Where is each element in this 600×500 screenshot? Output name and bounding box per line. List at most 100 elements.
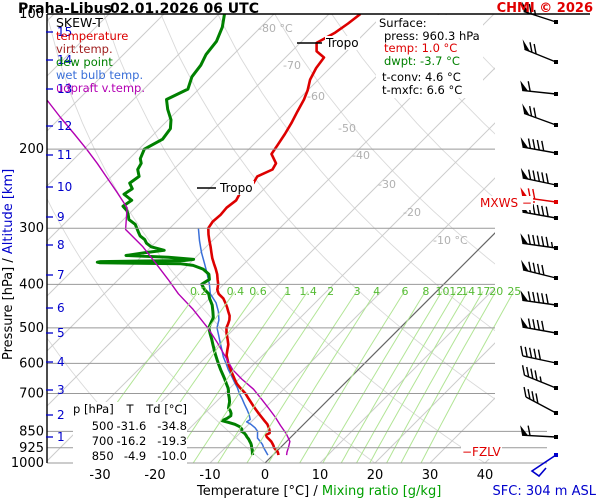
mixing-ratio-line <box>267 291 377 464</box>
isotherm-value-label: -40 <box>352 149 370 162</box>
table-header-p: p [hPa] <box>73 402 114 416</box>
surface-info-title: Surface: <box>379 16 427 30</box>
isotherm-line <box>374 342 495 463</box>
pressure-tick-label: 1000 <box>11 456 44 471</box>
x-axis-tick-label: 20 <box>367 468 384 483</box>
levels-table: p [hPa] T Td [°C] 500 -31.6 -34.8 700 -1… <box>73 402 187 464</box>
altitude-tick-label: 15 <box>57 25 72 39</box>
isotherm-value-label: -80 °C <box>258 22 293 35</box>
mixing-ratio-line <box>322 291 426 464</box>
table-header-td: Td [°C] <box>146 402 187 416</box>
y-axis-label-pressure: Pressure [hPa] / <box>1 254 16 360</box>
mixing-ratio-value-label: 1 <box>284 285 291 298</box>
copyright-label: CHMI © 2026 <box>496 1 593 16</box>
dry-adiabat-line <box>331 14 495 200</box>
x-axis-label: Temperature [°C] / Mixing ratio [g/kg] <box>197 484 441 499</box>
wind-barb <box>521 365 558 390</box>
mixing-ratio-value-label: 25 <box>507 285 521 298</box>
wind-barb <box>520 233 558 250</box>
wind-barb <box>522 103 558 127</box>
zero-isotherm-line <box>264 232 495 463</box>
x-axis-tick-label: -10 <box>199 468 220 483</box>
isotherm-line <box>47 14 440 407</box>
mixing-ratio-value-label: 14 <box>461 285 475 298</box>
mixing-ratio-value-label: 0.4 <box>227 285 245 298</box>
altitude-tick-label: 3 <box>57 383 65 397</box>
isotherm-line <box>47 14 220 187</box>
y-axis-label: Pressure [hPa] / Altitude [km] <box>1 150 16 360</box>
mixing-ratio-line <box>369 291 469 464</box>
mixing-ratio-value-label: 3 <box>354 285 361 298</box>
legend-item-dew-point: dew point <box>56 55 113 69</box>
isotherm-line <box>47 14 275 242</box>
freezing-level-label: −FZLV <box>461 445 502 459</box>
mixing-ratio-line <box>299 291 405 464</box>
legend-item-updraft: udpraft v.temp. <box>56 81 145 95</box>
isotherm-value-label: -60 <box>307 90 325 103</box>
isotherm-line <box>154 122 495 463</box>
tropopause-label-1: Tropo <box>325 36 360 50</box>
dry-adiabat-line <box>274 14 495 265</box>
dry-adiabat-line <box>217 14 495 332</box>
pressure-tick-label: 600 <box>19 356 44 371</box>
wind-barb <box>520 425 558 439</box>
station-name: Praha-Libus <box>18 1 112 17</box>
table-row: 500 -31.6 -34.8 <box>91 419 187 433</box>
dry-adiabat-line <box>160 14 495 400</box>
mixing-ratio-value-label: 6 <box>401 285 408 298</box>
mixing-ratio-line <box>246 291 358 464</box>
altitude-tick-label: 13 <box>57 82 72 96</box>
plot-grid <box>47 14 495 463</box>
wind-barb <box>523 386 558 415</box>
wind-barb <box>530 453 558 478</box>
wet-bulb-temperature-curve <box>197 228 269 456</box>
x-axis-tick-label: 0 <box>261 468 269 483</box>
wind-barb <box>520 290 558 307</box>
pressure-tick-label: 925 <box>19 441 44 456</box>
altitude-tick-label: 5 <box>57 326 65 340</box>
x-axis-tick-label: 30 <box>422 468 439 483</box>
isotherm-line <box>47 14 330 297</box>
y-axis-label-altitude: Altitude [km] <box>1 168 16 255</box>
table-row: 850 -4.9 -10.0 <box>91 449 187 463</box>
updraft-virtual-temperature-curve <box>47 99 291 456</box>
mixing-ratio-value-label: 0.6 <box>249 285 267 298</box>
mixing-ratio-value-label: 0.2 <box>190 285 208 298</box>
altitude-tick-label: 14 <box>57 53 72 67</box>
altitude-tick-label: 8 <box>57 238 65 252</box>
mixing-ratio-value-label: 20 <box>489 285 503 298</box>
mixing-ratio-value-label: 2 <box>327 285 334 298</box>
tropopause-label-2: Tropo <box>219 181 254 195</box>
isotherm-line <box>319 287 495 463</box>
x-axis-tick-label: -30 <box>89 468 110 483</box>
legend-item-temperature: temperature <box>56 29 129 43</box>
x-axis-label-temperature: Temperature [°C] / <box>197 484 318 499</box>
isotherm-value-label: -10 °C <box>433 234 468 247</box>
altitude-tick-label: 6 <box>57 301 65 315</box>
altitude-tick-label: 4 <box>57 355 65 369</box>
mixing-ratio-value-label: 12 <box>449 285 463 298</box>
x-axis-tick-label: 40 <box>477 468 494 483</box>
x-axis-tick-label: -20 <box>144 468 165 483</box>
dew-point-curve <box>95 14 254 456</box>
isotherm-value-label: -30 <box>378 178 396 191</box>
legend-item-wet-bulb: wet bulb temp. <box>56 68 144 82</box>
surface-info-box: Surface: press: 960.3 hPa temp: 1.0 °C d… <box>376 15 483 98</box>
wind-barb <box>520 317 558 335</box>
surface-tmxfc: t-mxfc: 6.6 °C <box>382 82 463 97</box>
pressure-tick-label: 500 <box>19 321 44 336</box>
altitude-tick-label: 9 <box>57 210 65 224</box>
altitude-tick-label: 7 <box>57 268 65 282</box>
altitude-tick-label: 11 <box>57 148 72 162</box>
x-axis-tick-label: 10 <box>312 468 329 483</box>
isotherm-value-label: -20 <box>403 206 421 219</box>
mixing-ratio-value-label: 10 <box>435 285 449 298</box>
pressure-tick-label: 700 <box>19 386 44 401</box>
mixing-ratio-value-label: 17 <box>476 285 490 298</box>
isotherm-line <box>47 14 165 132</box>
altitude-tick-label: 12 <box>57 119 72 133</box>
table-row: 700 -16.2 -19.3 <box>91 434 187 448</box>
legend-title: SKEW-T <box>56 15 103 30</box>
isotherm-line <box>209 177 495 463</box>
